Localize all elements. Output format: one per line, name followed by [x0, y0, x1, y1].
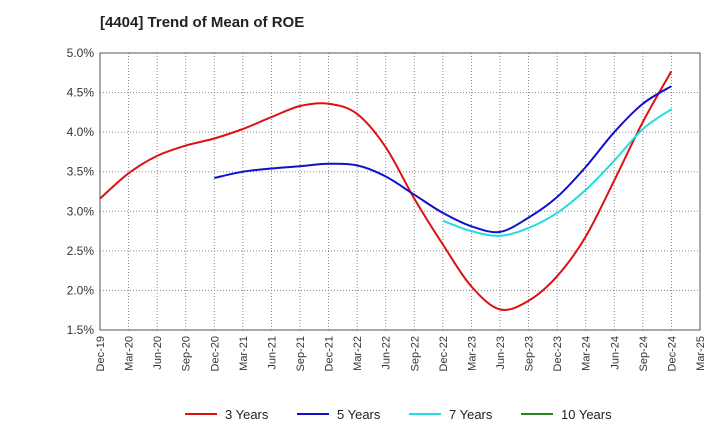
y-tick-label: 2.5% — [67, 244, 95, 258]
x-tick-label: Dec-21 — [324, 336, 336, 371]
x-tick-label: Jun-24 — [609, 336, 621, 370]
x-tick-label: Mar-22 — [352, 336, 364, 371]
x-tick-label: Mar-21 — [238, 336, 250, 371]
x-tick-label: Mar-23 — [466, 336, 478, 371]
x-tick-label: Jun-20 — [152, 336, 164, 370]
x-tick-label: Dec-19 — [95, 336, 107, 371]
series-lines — [99, 70, 673, 311]
y-tick-label: 2.0% — [67, 283, 95, 297]
x-tick-label: Sep-24 — [638, 336, 650, 371]
series-line-7-years — [442, 108, 672, 237]
legend-label-10-years: 10 Years — [561, 407, 612, 422]
x-tick-label: Dec-24 — [666, 336, 678, 371]
chart-title: [4404] Trend of Mean of ROE — [100, 14, 305, 31]
y-axis-ticks: 1.5% 2.0% 2.5% 3.0% 3.5% 4.0% 4.5% 5.0% — [67, 46, 95, 337]
series-line-3-years — [99, 70, 673, 311]
x-tick-label: Sep-23 — [524, 336, 536, 371]
x-tick-label: Sep-21 — [295, 336, 307, 371]
legend-label-7-years: 7 Years — [449, 407, 493, 422]
x-tick-label: Mar-25 — [695, 336, 707, 371]
grid — [100, 53, 700, 330]
x-tick-label: Mar-24 — [581, 336, 593, 371]
x-tick-label: Dec-22 — [438, 336, 450, 371]
y-tick-label: 3.5% — [67, 165, 95, 179]
x-axis-ticks: Dec-19 Mar-20 Jun-20 Sep-20 Dec-20 Mar-21 Jun-… — [95, 336, 707, 371]
legend-label-3-years: 3 Years — [225, 407, 269, 422]
legend-label-5-years: 5 Years — [337, 407, 381, 422]
y-tick-label: 4.0% — [67, 125, 95, 139]
x-tick-label: Sep-20 — [181, 336, 193, 371]
y-tick-label: 5.0% — [67, 46, 95, 60]
plot-frame — [99, 52, 701, 331]
y-tick-label: 1.5% — [67, 323, 95, 337]
y-tick-label: 4.5% — [67, 86, 95, 100]
x-tick-label: Jun-22 — [381, 336, 393, 370]
x-tick-label: Mar-20 — [124, 336, 136, 371]
series-line-5-years — [214, 85, 672, 234]
x-tick-label: Jun-23 — [495, 336, 507, 370]
legend: 3 Years 5 Years 7 Years 10 Years — [185, 407, 612, 422]
x-tick-label: Sep-22 — [409, 336, 421, 371]
x-tick-label: Jun-21 — [266, 336, 278, 370]
x-tick-label: Dec-20 — [209, 336, 221, 371]
x-tick-label: Dec-23 — [552, 336, 564, 371]
y-tick-label: 3.0% — [67, 204, 95, 218]
